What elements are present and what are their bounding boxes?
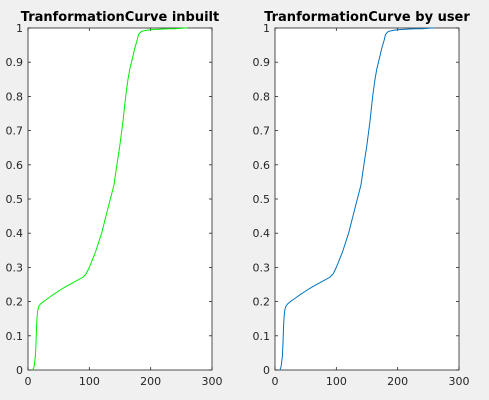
chart-title: TranformationCurve inbuilt	[21, 10, 219, 25]
x-tick-label: 100	[79, 375, 100, 388]
y-tick-label: 0.9	[6, 56, 24, 69]
x-tick-label: 300	[202, 375, 223, 388]
y-tick-label: 1	[263, 22, 270, 35]
chart-title: TranformationCurve by user	[264, 10, 470, 25]
y-tick-label: 0.2	[253, 296, 271, 309]
y-tick-label: 0.7	[253, 125, 271, 138]
y-tick-label: 0.4	[6, 227, 24, 240]
y-tick-label: 0.5	[6, 193, 24, 206]
y-tick-label: 0	[16, 364, 23, 377]
plot-area	[27, 27, 213, 371]
y-tick-label: 0.5	[253, 193, 271, 206]
x-tick-label: 0	[272, 375, 279, 388]
y-tick-label: 0.6	[6, 159, 24, 172]
x-tick-label: 300	[449, 375, 470, 388]
x-tick-label: 0	[25, 375, 32, 388]
y-tick-label: 0.7	[6, 125, 24, 138]
plot-area	[274, 27, 460, 371]
y-tick-label: 0.4	[253, 227, 271, 240]
series-line-1	[32, 27, 188, 371]
y-tick-label: 0.9	[253, 56, 271, 69]
y-tick-label: 0.3	[253, 261, 271, 274]
y-tick-label: 0.8	[253, 90, 271, 103]
y-tick-label: 0.8	[6, 90, 24, 103]
chart-panel-2: 0 100 200 300 0 0.1 0.2 0.3 0.4 0.5 0.6 0.7 0.8 0.9 1T…	[253, 10, 471, 388]
chart-panel-1: 0 100 200 300 0 0.1 0.2 0.3 0.4 0.5 0.6 0.7 0.8 0.9 1T…	[6, 10, 223, 388]
series-line-1	[279, 27, 435, 371]
y-tick-label: 0.1	[6, 330, 24, 343]
x-tick-label: 100	[326, 375, 347, 388]
x-tick-label: 200	[387, 375, 408, 388]
y-tick-label: 0	[263, 364, 270, 377]
y-tick-label: 0.2	[6, 296, 24, 309]
y-tick-label: 0.6	[253, 159, 271, 172]
x-tick-label: 200	[140, 375, 161, 388]
y-tick-label: 0.3	[6, 261, 24, 274]
y-tick-label: 1	[16, 22, 23, 35]
y-tick-label: 0.1	[253, 330, 271, 343]
